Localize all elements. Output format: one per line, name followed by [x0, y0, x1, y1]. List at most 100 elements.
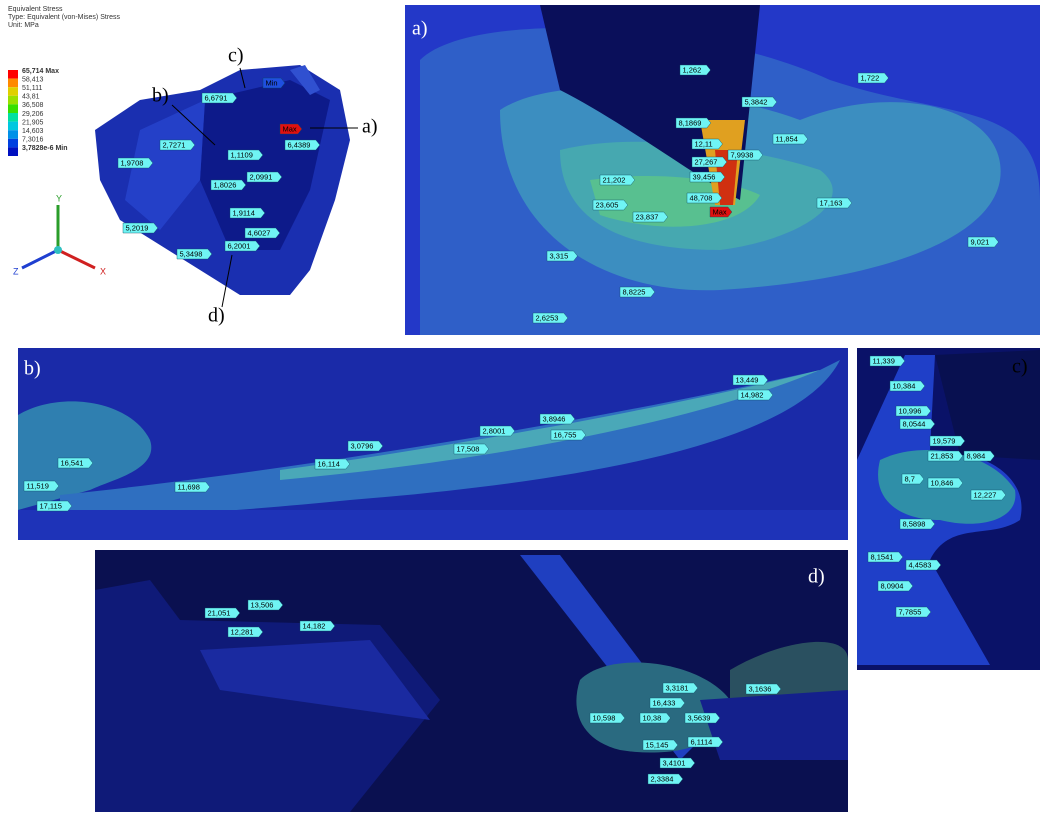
probe-value: 8,984 [967, 451, 986, 460]
probe-value: 23,837 [636, 212, 659, 221]
probe-value: 3,5639 [688, 713, 711, 722]
probe-value: 21,853 [931, 451, 954, 460]
probe-value: 17,115 [40, 501, 62, 510]
probe-tag [659, 757, 696, 769]
legend-title: Equivalent Stress [8, 6, 63, 13]
probe-tag [649, 697, 686, 709]
panel-d [95, 550, 848, 812]
legend-swatch [8, 78, 18, 88]
probe-value: 5,3842 [745, 97, 768, 106]
probe-tag [691, 156, 728, 168]
probe-tag [453, 443, 490, 455]
probe-tag [246, 171, 283, 183]
probe-value: Min [266, 78, 278, 87]
probe-tag [647, 773, 684, 785]
probe-tag [23, 480, 60, 492]
axis-y: Y [56, 193, 62, 203]
legend-level: 7,3016 [22, 137, 44, 144]
probe-tag [901, 473, 925, 485]
probe-value: 3,315 [550, 251, 569, 260]
probe-value: 13,449 [736, 375, 759, 384]
legend-swatch [8, 104, 18, 113]
probe-tag [709, 206, 733, 218]
probe-value: 9,021 [971, 237, 990, 246]
probe-value: 6,6791 [205, 93, 228, 102]
probe-tag [159, 139, 196, 151]
probe-tag [895, 405, 932, 417]
probe-tag [732, 374, 769, 386]
probe-tag [967, 236, 999, 248]
probe-tag [592, 199, 629, 211]
probe-tag [632, 211, 669, 223]
probe-tag [869, 355, 906, 367]
probe-tag [963, 450, 995, 462]
probe-value: 2,8001 [483, 426, 506, 435]
legend-swatch [8, 121, 18, 131]
probe-value: 1,722 [861, 73, 880, 82]
probe-value: 2,3384 [651, 774, 674, 783]
probe-value: 8,1541 [871, 552, 894, 561]
probe-value: 16,114 [318, 459, 340, 468]
probe-value: 3,3181 [666, 683, 689, 692]
probe-tag [299, 620, 336, 632]
probe-tag [176, 248, 213, 260]
probe-tag [599, 174, 636, 186]
legend-swatch [8, 87, 18, 96]
probe-tag [284, 139, 321, 151]
probe-value: 2,6253 [536, 313, 559, 322]
axis-x: X [100, 266, 106, 276]
probe-value: 12,227 [974, 490, 997, 499]
probe-value: 11,339 [873, 356, 895, 365]
probe-value: 12,281 [231, 627, 254, 636]
probe-tag [857, 72, 889, 84]
probe-tag [899, 418, 936, 430]
probe-value: 2,7271 [163, 140, 186, 149]
legend-type: Type: Equivalent (von-Mises) Stress [8, 14, 121, 21]
legend-level: 14,603 [22, 128, 44, 135]
probe-value: 1,1109 [231, 150, 253, 159]
legend-level: 58,413 [22, 76, 44, 83]
legend-level: 51,111 [22, 85, 42, 92]
probe-tag [210, 179, 247, 191]
probe-tag [889, 380, 926, 392]
probe-tag [122, 222, 159, 234]
probe-value: 21,202 [603, 175, 626, 184]
probe-tag [927, 477, 964, 489]
probe-value: 39,456 [693, 172, 716, 181]
legend-swatch [8, 95, 18, 105]
probe-tag [639, 712, 671, 724]
probe-tag [687, 736, 724, 748]
probe-value: 23,605 [596, 200, 619, 209]
probe-tag [741, 96, 778, 108]
probe-value: 6,2001 [228, 241, 251, 250]
legend-swatch [8, 70, 18, 79]
probe-value: 6,1114 [691, 737, 713, 746]
probe-value: 11,519 [27, 481, 49, 490]
callout-line [239, 67, 246, 89]
probe-tag [691, 138, 723, 150]
callout-label: c) [228, 45, 244, 67]
probe-tag [539, 413, 576, 425]
probe-tag [877, 580, 914, 592]
callout-label: b) [152, 85, 169, 107]
axis-triad [21, 205, 96, 270]
callout-line [171, 104, 216, 146]
panel-a [405, 5, 1040, 335]
legend-level: 3,7828e-6 Min [22, 145, 68, 152]
probe-tag [737, 389, 774, 401]
probe-value: 8,5898 [903, 519, 926, 528]
probe-tag [201, 92, 238, 104]
panel-label: a) [412, 18, 428, 40]
probe-value: 7,9938 [731, 150, 754, 159]
probe-tag [229, 207, 266, 219]
probe-value: 6,4389 [288, 140, 311, 149]
probe-value: 13,506 [251, 600, 274, 609]
legend-level: 43,81 [22, 94, 40, 101]
probe-tag [262, 77, 286, 89]
legend-unit: Unit: MPa [8, 22, 39, 29]
legend-swatch [8, 113, 18, 122]
probe-value: 5,2019 [126, 223, 149, 232]
probe-tag [970, 489, 1007, 501]
